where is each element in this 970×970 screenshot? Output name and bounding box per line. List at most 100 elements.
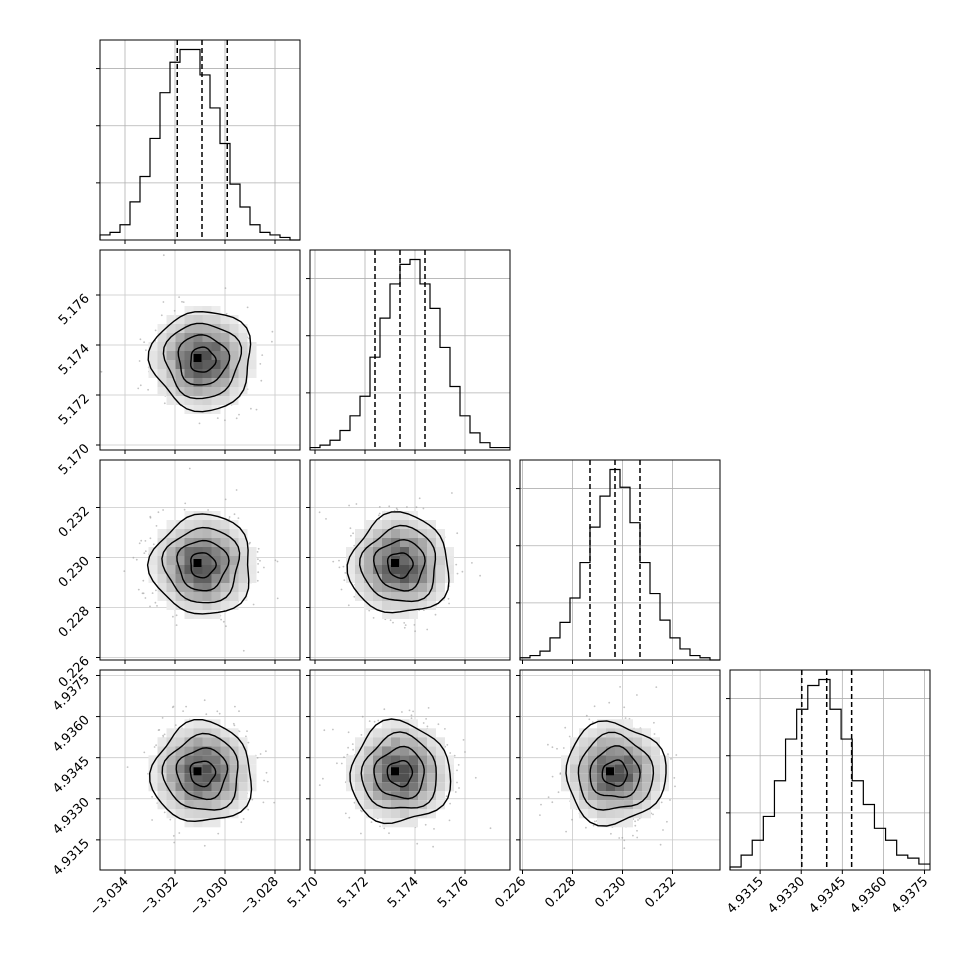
contour-2σ bbox=[147, 310, 252, 413]
density-cell bbox=[175, 378, 185, 387]
scatter-point bbox=[368, 609, 371, 612]
y-tick-label: 0.228 bbox=[56, 604, 93, 641]
density-cell bbox=[418, 538, 427, 547]
density-cell bbox=[391, 719, 400, 729]
contour-1σ bbox=[589, 745, 641, 799]
scatter-point bbox=[451, 492, 453, 494]
panel-content bbox=[310, 670, 510, 870]
density-cell bbox=[660, 773, 669, 783]
density-cell bbox=[418, 800, 427, 810]
scatter-point bbox=[271, 330, 274, 333]
scatter-point bbox=[332, 728, 334, 731]
scatter-point bbox=[137, 588, 140, 591]
scatter-point bbox=[360, 734, 363, 736]
density-cell bbox=[400, 592, 409, 601]
scatter-point bbox=[434, 613, 437, 616]
density-cell bbox=[561, 755, 570, 765]
density-cell bbox=[220, 583, 230, 592]
density-cell bbox=[651, 746, 660, 756]
density-cell bbox=[382, 511, 391, 520]
contour-2σ bbox=[148, 719, 253, 823]
density-cell bbox=[373, 574, 382, 583]
density-cell bbox=[220, 324, 230, 333]
density-cell bbox=[382, 547, 391, 556]
scatter-point bbox=[144, 540, 147, 542]
density-cell bbox=[445, 773, 454, 783]
x-tick-label: 5.170 bbox=[285, 874, 322, 911]
density-cell bbox=[175, 601, 185, 610]
density-cell bbox=[373, 782, 382, 792]
density-cell bbox=[409, 565, 418, 574]
scatter-point bbox=[408, 709, 411, 712]
density-cell bbox=[211, 396, 221, 405]
density-cell bbox=[175, 592, 185, 601]
density-cell bbox=[175, 746, 185, 756]
contour-2σ bbox=[146, 513, 250, 615]
scatter-point bbox=[539, 814, 541, 816]
density-cell bbox=[211, 773, 221, 783]
panel-content bbox=[100, 250, 300, 450]
density-cell bbox=[238, 324, 248, 333]
scatter-panel-2-0 bbox=[99, 459, 301, 661]
density-cell bbox=[436, 592, 445, 601]
density-cell bbox=[382, 610, 391, 619]
density-cell bbox=[211, 351, 221, 360]
scatter-point bbox=[456, 572, 459, 575]
density-cell bbox=[561, 764, 570, 774]
scatter-point bbox=[368, 720, 371, 722]
density-cell bbox=[409, 719, 418, 729]
scatter-point bbox=[144, 550, 147, 553]
density-cell bbox=[175, 324, 185, 333]
density-cell bbox=[373, 529, 382, 538]
scatter-point bbox=[410, 717, 413, 720]
panel-frame bbox=[309, 669, 511, 871]
density-cell bbox=[238, 791, 248, 801]
density-cell bbox=[166, 583, 176, 592]
density-cell bbox=[247, 351, 257, 360]
density-cell bbox=[427, 737, 436, 747]
density-cell bbox=[427, 773, 436, 783]
density-cell bbox=[615, 719, 624, 729]
density-cell bbox=[400, 755, 409, 765]
scatter-point bbox=[388, 505, 391, 508]
density-cell bbox=[346, 782, 355, 792]
scatter-point bbox=[235, 489, 238, 491]
density-cell bbox=[579, 800, 588, 810]
density-cell bbox=[400, 601, 409, 610]
density-cell bbox=[651, 791, 660, 801]
scatter-point bbox=[340, 588, 343, 591]
scatter-point bbox=[143, 552, 146, 554]
density-cell bbox=[597, 773, 606, 783]
density-cell bbox=[202, 601, 212, 610]
scatter-point bbox=[172, 835, 175, 837]
density-cell bbox=[570, 746, 579, 756]
density-cell bbox=[660, 755, 669, 765]
density-cell bbox=[247, 342, 257, 351]
density-cell bbox=[615, 773, 624, 783]
scatter-point bbox=[655, 686, 658, 688]
scatter-point bbox=[183, 508, 186, 511]
density-cell bbox=[346, 755, 355, 765]
density-cell bbox=[193, 315, 203, 324]
density-cell bbox=[211, 791, 221, 801]
scatter-point bbox=[674, 785, 676, 788]
density-cell bbox=[570, 800, 579, 810]
density-cell bbox=[202, 773, 212, 783]
density-cell bbox=[436, 755, 445, 765]
density-cell bbox=[238, 746, 248, 756]
scatter-point bbox=[568, 735, 571, 738]
density-cell bbox=[570, 782, 579, 792]
scatter-point bbox=[347, 604, 350, 607]
scatter-point bbox=[353, 544, 356, 547]
scatter-point bbox=[667, 753, 669, 755]
density-cell bbox=[588, 728, 597, 738]
scatter-point bbox=[564, 726, 567, 729]
scatter-point bbox=[175, 624, 178, 626]
density-cell bbox=[157, 351, 167, 360]
density-cell bbox=[193, 547, 203, 556]
density-cell bbox=[202, 520, 212, 529]
density-cell bbox=[193, 574, 203, 583]
scatter-point bbox=[151, 819, 154, 821]
scatter-point bbox=[172, 615, 174, 618]
density-cell bbox=[184, 746, 194, 756]
